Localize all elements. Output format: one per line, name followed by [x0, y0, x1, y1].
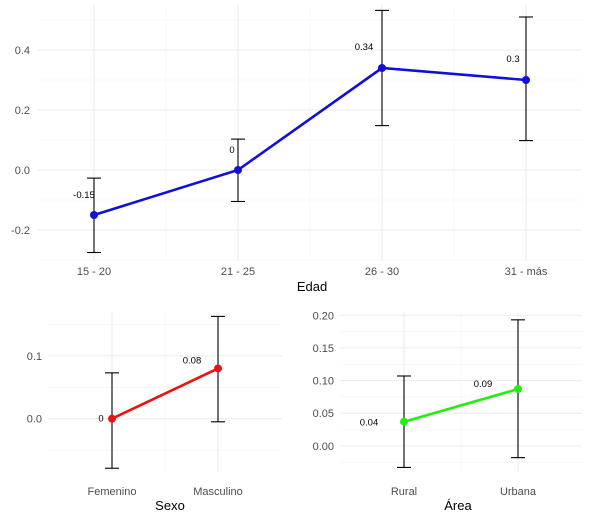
panel-edad: -0.2 0.0 0.2 0.4 15 - 20 21 - 25 26 - 30 31 - m… — [11, 5, 582, 294]
data-point — [522, 76, 530, 84]
data-label: 0.34 — [355, 42, 374, 53]
data-point — [90, 211, 98, 219]
data-label: 0 — [98, 414, 103, 425]
y-tick-label: 0.05 — [313, 408, 334, 420]
y-tick-label: 0.2 — [15, 105, 30, 117]
data-point — [514, 385, 522, 394]
x-tick-label: 26 - 30 — [365, 266, 399, 278]
y-tick-label: 0.10 — [313, 376, 334, 388]
x-tick-label: Rural — [391, 486, 417, 498]
x-tick-label: Urbana — [500, 486, 537, 498]
x-axis-title: Sexo — [155, 498, 185, 513]
x-tick-label: 21 - 25 — [221, 266, 255, 278]
data-label: 0.09 — [474, 379, 493, 390]
series-line — [403, 387, 519, 423]
x-tick-label: 15 - 20 — [77, 266, 111, 278]
y-tick-label: 0.4 — [15, 45, 30, 57]
series-line — [111, 367, 219, 420]
panel-area: 0.00 0.05 0.10 0.15 0.20 Rural Urbana Área 0.04 0… — [313, 310, 582, 513]
y-tick-label: 0.1 — [27, 351, 42, 363]
data-point — [400, 417, 408, 426]
x-tick-label: Masculino — [193, 486, 243, 498]
x-tick-label: Femenino — [88, 486, 137, 498]
panel-sexo: 0.0 0.1 Femenino Masculino Sexo 0 0.08 — [27, 312, 282, 513]
series-line — [93, 66, 527, 217]
x-tick-label: 31 - más — [505, 266, 548, 278]
data-point — [214, 364, 222, 373]
data-point — [108, 414, 116, 423]
data-point — [378, 64, 386, 72]
data-label: 0 — [229, 145, 234, 156]
data-label: -0.15 — [73, 190, 95, 201]
x-axis-title: Área — [444, 498, 472, 513]
data-label: 0.04 — [360, 418, 379, 429]
y-tick-label: 0.0 — [15, 165, 30, 177]
data-point — [234, 166, 242, 174]
y-tick-label: 0.20 — [313, 310, 334, 322]
data-label: 0.3 — [506, 54, 519, 65]
data-label: 0.08 — [183, 355, 202, 366]
y-tick-label: 0.00 — [313, 441, 334, 453]
y-tick-label: 0.15 — [313, 343, 334, 355]
y-tick-label: 0.0 — [27, 414, 42, 426]
x-axis-title: Edad — [297, 279, 327, 294]
y-tick-label: -0.2 — [11, 225, 30, 237]
